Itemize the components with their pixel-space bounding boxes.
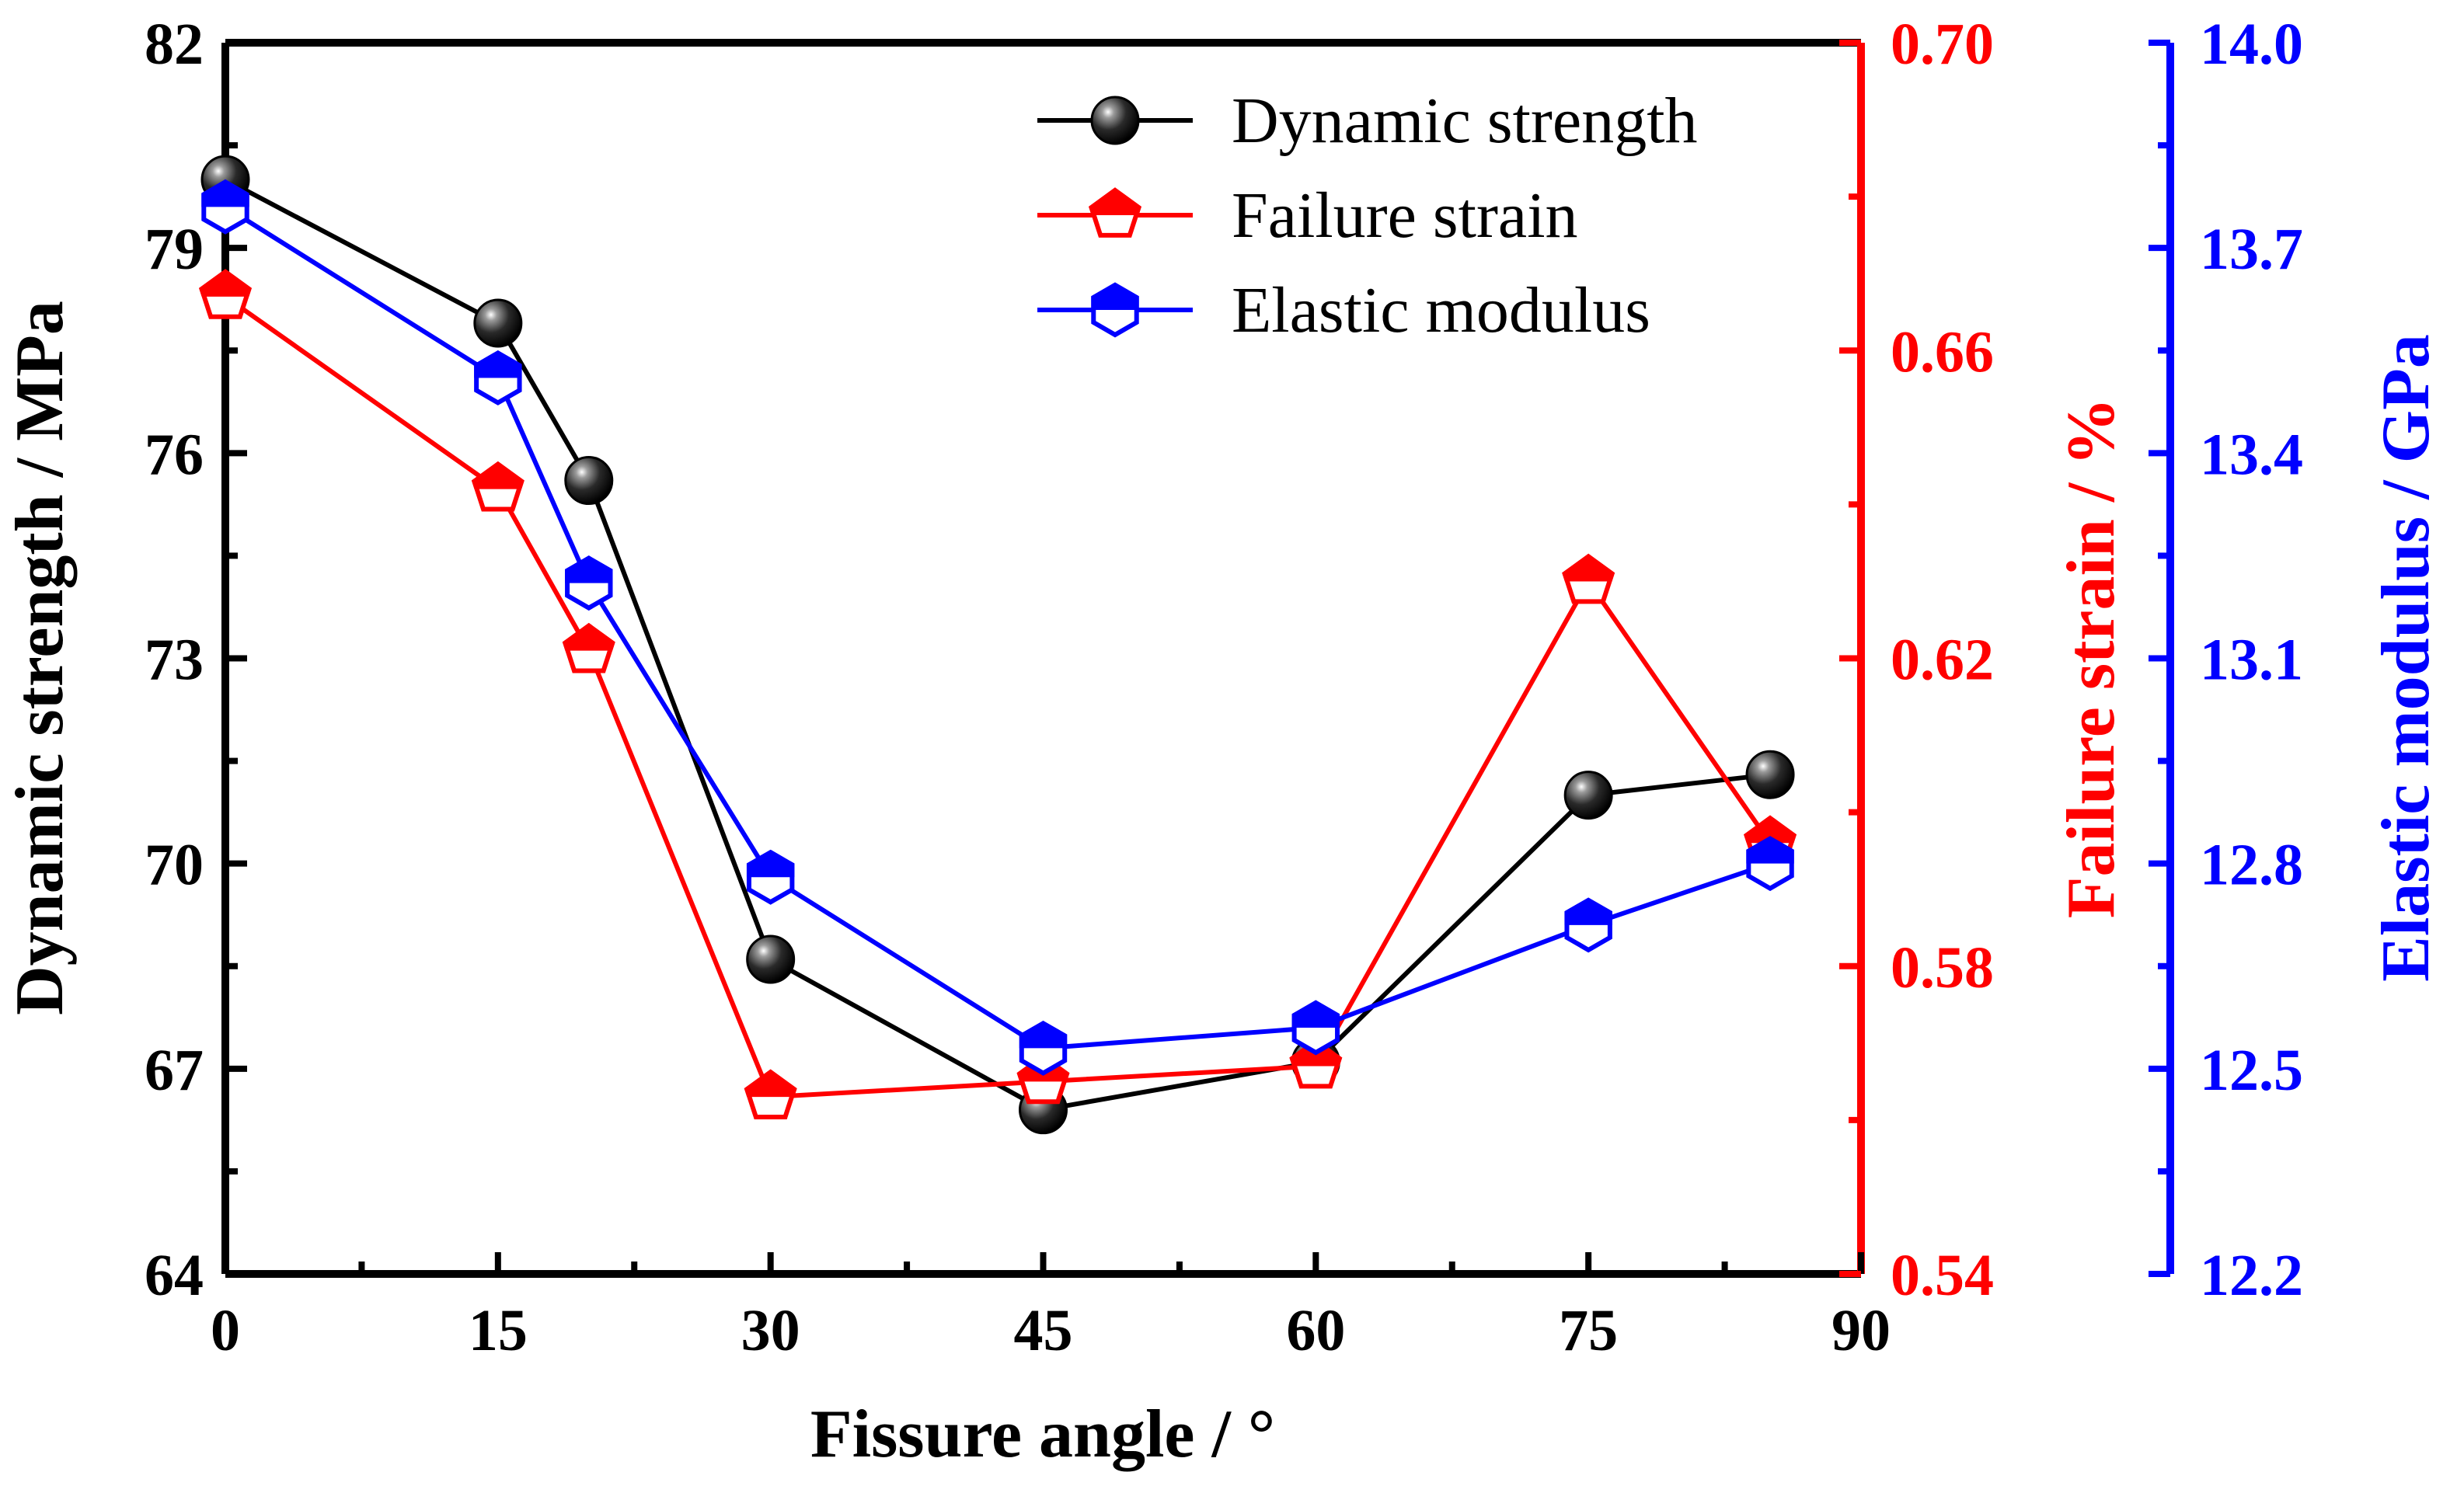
right2-axis-tick-label: 12.2 xyxy=(2200,1243,2303,1308)
data-point-dynamic-strength xyxy=(746,934,796,984)
right1-axis-tick-label: 0.58 xyxy=(1891,935,1994,1001)
right2-axis: 12.2 12.5 12.8 13.1 13.4 13.7 14.0 xyxy=(2149,12,2303,1308)
data-point-dynamic-strength xyxy=(473,298,523,348)
right2-axis-tick-label: 14.0 xyxy=(2200,12,2303,77)
right1-axis-tick-label: 0.62 xyxy=(1891,628,1994,693)
x-tick-label: 45 xyxy=(1014,1298,1073,1363)
data-point-failure-strain xyxy=(1562,553,1615,604)
legend: Dynamic strength Failure strain Elastic mo… xyxy=(1037,85,1698,346)
left-axis: 64 67 70 73 76 79 82 xyxy=(145,12,247,1308)
left-axis-tick-label: 70 xyxy=(145,833,204,898)
left-axis-tick-label: 76 xyxy=(145,422,204,487)
left-axis-tick-label: 82 xyxy=(145,12,204,77)
left-axis-tick-label: 79 xyxy=(145,217,204,282)
series-line-failure-strain xyxy=(224,294,1772,1100)
data-point-elastic-modulus xyxy=(1564,897,1612,953)
right2-axis-tick-label: 13.7 xyxy=(2200,217,2303,282)
data-point-elastic-modulus xyxy=(201,179,249,235)
data-point-dynamic-strength xyxy=(1745,750,1795,799)
x-axis-title: Fissure angle / ° xyxy=(810,1397,1275,1472)
plot-frame xyxy=(221,39,2174,1278)
legend-marker-failure-strain xyxy=(1089,187,1141,238)
right1-axis-title: Failure strain / % xyxy=(2054,398,2129,919)
legend-marker-dynamic-strength xyxy=(1090,96,1140,145)
data-point-elastic-modulus xyxy=(1291,1000,1340,1056)
legend-label-failure-strain: Failure strain xyxy=(1232,179,1578,252)
right1-axis-tick-label: 0.54 xyxy=(1891,1243,1994,1308)
right2-axis-tick-label: 13.1 xyxy=(2200,628,2303,693)
legend-label-dynamic-strength: Dynamic strength xyxy=(1232,85,1698,157)
x-tick-label: 15 xyxy=(469,1298,528,1363)
right2-axis-tick-label: 13.4 xyxy=(2200,422,2303,487)
left-axis-tick-label: 73 xyxy=(145,628,204,693)
x-tick-label: 30 xyxy=(741,1298,800,1363)
x-tick-label: 75 xyxy=(1559,1298,1618,1363)
series-line-elastic-modulus xyxy=(224,204,1772,1051)
series-layer xyxy=(199,155,1797,1135)
x-tick-label: 0 xyxy=(211,1298,240,1363)
right2-axis-title: Elastic modulus / GPa xyxy=(2368,334,2444,982)
legend-marker-elastic-modulus xyxy=(1091,282,1139,338)
series-line-dynamic-strength xyxy=(224,177,1771,1112)
left-axis-tick-label: 67 xyxy=(145,1038,204,1103)
data-point-elastic-modulus xyxy=(1746,836,1794,892)
data-point-elastic-modulus xyxy=(1019,1020,1068,1076)
data-point-dynamic-strength xyxy=(564,456,614,506)
data-point-elastic-modulus xyxy=(746,849,795,905)
right2-axis-tick-label: 12.5 xyxy=(2200,1038,2303,1103)
x-tick-label: 60 xyxy=(1286,1298,1345,1363)
right1-axis-tick-label: 0.70 xyxy=(1891,12,1994,77)
series-elastic-modulus xyxy=(201,179,1794,1076)
data-point-failure-strain xyxy=(471,461,525,512)
series-failure-strain xyxy=(199,269,1797,1120)
data-point-failure-strain xyxy=(562,622,615,673)
right2-axis-tick-label: 12.8 xyxy=(2200,833,2303,898)
data-point-failure-strain xyxy=(744,1069,797,1120)
right1-axis-tick-label: 0.66 xyxy=(1891,319,1994,385)
x-axis: 0 15 30 45 60 75 90 xyxy=(211,1252,1891,1363)
data-point-elastic-modulus xyxy=(474,350,522,405)
legend-label-elastic-modulus: Elastic modulus xyxy=(1232,274,1650,346)
data-point-elastic-modulus xyxy=(565,555,613,611)
left-axis-title: Dynamic strength / MPa xyxy=(2,301,78,1015)
data-point-failure-strain xyxy=(199,269,252,319)
x-tick-label: 90 xyxy=(1831,1298,1891,1363)
left-axis-tick-label: 64 xyxy=(145,1243,204,1308)
right1-axis: 0.54 0.58 0.62 0.66 0.70 xyxy=(1839,12,1994,1308)
data-point-dynamic-strength xyxy=(1563,771,1613,820)
